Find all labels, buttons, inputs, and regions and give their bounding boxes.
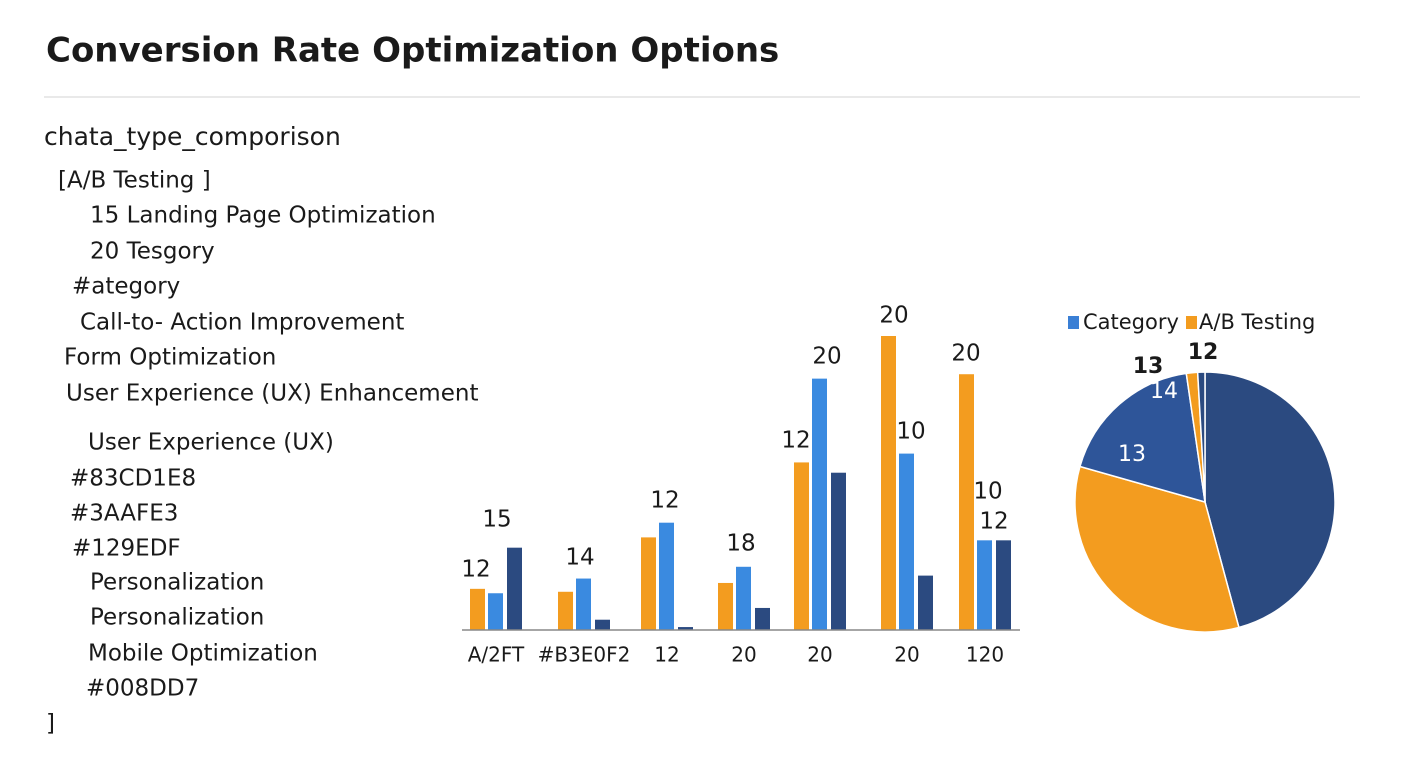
x-tick-label: 12 bbox=[654, 643, 679, 667]
slice-label: 12 bbox=[1188, 340, 1219, 365]
x-tick-label: 20 bbox=[894, 643, 919, 667]
x-tick-label: 20 bbox=[731, 643, 756, 667]
bar bbox=[996, 540, 1011, 630]
data-label: 10 bbox=[896, 419, 925, 445]
bar bbox=[736, 566, 751, 630]
note-line: Call-to- Action Improvement bbox=[80, 310, 404, 336]
note-line: #3AAFE3 bbox=[70, 501, 178, 527]
data-label: 12 bbox=[979, 509, 1008, 535]
pie-slice bbox=[1204, 371, 1336, 629]
legend-swatch bbox=[1186, 316, 1197, 329]
bar bbox=[959, 374, 974, 630]
note-line: chata_type_comporison bbox=[44, 122, 341, 151]
note-line: Personalization bbox=[90, 570, 264, 596]
bar bbox=[718, 582, 733, 630]
data-label: 12 bbox=[781, 428, 810, 454]
data-label: 15 bbox=[482, 507, 511, 533]
bar bbox=[507, 547, 522, 630]
x-tick-label: 120 bbox=[966, 643, 1004, 667]
note-line: 15 Landing Page Optimization bbox=[90, 203, 436, 229]
slice-label: 13 bbox=[1133, 354, 1164, 379]
note-line: #008DD7 bbox=[86, 676, 199, 702]
x-tick-label: A/2FT bbox=[468, 643, 525, 667]
data-label: 20 bbox=[951, 341, 980, 367]
bar bbox=[918, 575, 933, 630]
data-label: 12 bbox=[461, 557, 490, 583]
note-line: Personalization bbox=[90, 605, 264, 631]
data-label: 18 bbox=[726, 531, 755, 557]
note-line: #83CD1E8 bbox=[70, 466, 196, 492]
bar bbox=[488, 593, 503, 630]
data-label: 14 bbox=[565, 545, 594, 571]
bar bbox=[755, 607, 770, 630]
bar bbox=[576, 578, 591, 630]
pie-slice bbox=[1074, 465, 1240, 633]
note-line: User Experience (UX) Enhancement bbox=[66, 381, 478, 407]
slice-label: 14 bbox=[1150, 379, 1178, 404]
page-title: Conversion Rate Optimization Options bbox=[46, 31, 779, 71]
bar bbox=[558, 591, 573, 630]
note-line: #129EDF bbox=[72, 536, 181, 562]
bar bbox=[470, 588, 485, 630]
legend-label: A/B Testing bbox=[1199, 310, 1315, 334]
pie-slice bbox=[1196, 371, 1206, 503]
bar bbox=[881, 336, 896, 630]
note-line: [A/B Testing ] bbox=[58, 168, 211, 194]
x-tick-label: #B3E0F2 bbox=[538, 643, 631, 667]
data-label: 12 bbox=[650, 488, 679, 514]
legend-swatch bbox=[1068, 316, 1079, 329]
bar bbox=[831, 472, 846, 630]
note-line: User Experience (UX) bbox=[88, 430, 334, 456]
data-label: 10 bbox=[973, 479, 1002, 505]
bar bbox=[678, 627, 693, 630]
x-tick-label: 20 bbox=[807, 643, 832, 667]
bar bbox=[659, 522, 674, 630]
bar bbox=[977, 540, 992, 630]
bar bbox=[595, 619, 610, 630]
note-line: 20 Tesgory bbox=[90, 239, 215, 265]
bar bbox=[794, 462, 809, 630]
data-label: 20 bbox=[879, 303, 908, 329]
note-line: #ategory bbox=[72, 274, 180, 300]
bar bbox=[641, 537, 656, 630]
note-line: ] bbox=[46, 711, 55, 737]
pie-slice bbox=[1079, 372, 1206, 504]
note-line: Mobile Optimization bbox=[88, 641, 318, 667]
legend-label: Category bbox=[1083, 310, 1179, 334]
bar bbox=[812, 378, 827, 630]
bar bbox=[899, 453, 914, 630]
note-line: Form Optimization bbox=[64, 345, 276, 371]
data-label: 20 bbox=[812, 344, 841, 370]
slice-label: 13 bbox=[1118, 442, 1146, 467]
